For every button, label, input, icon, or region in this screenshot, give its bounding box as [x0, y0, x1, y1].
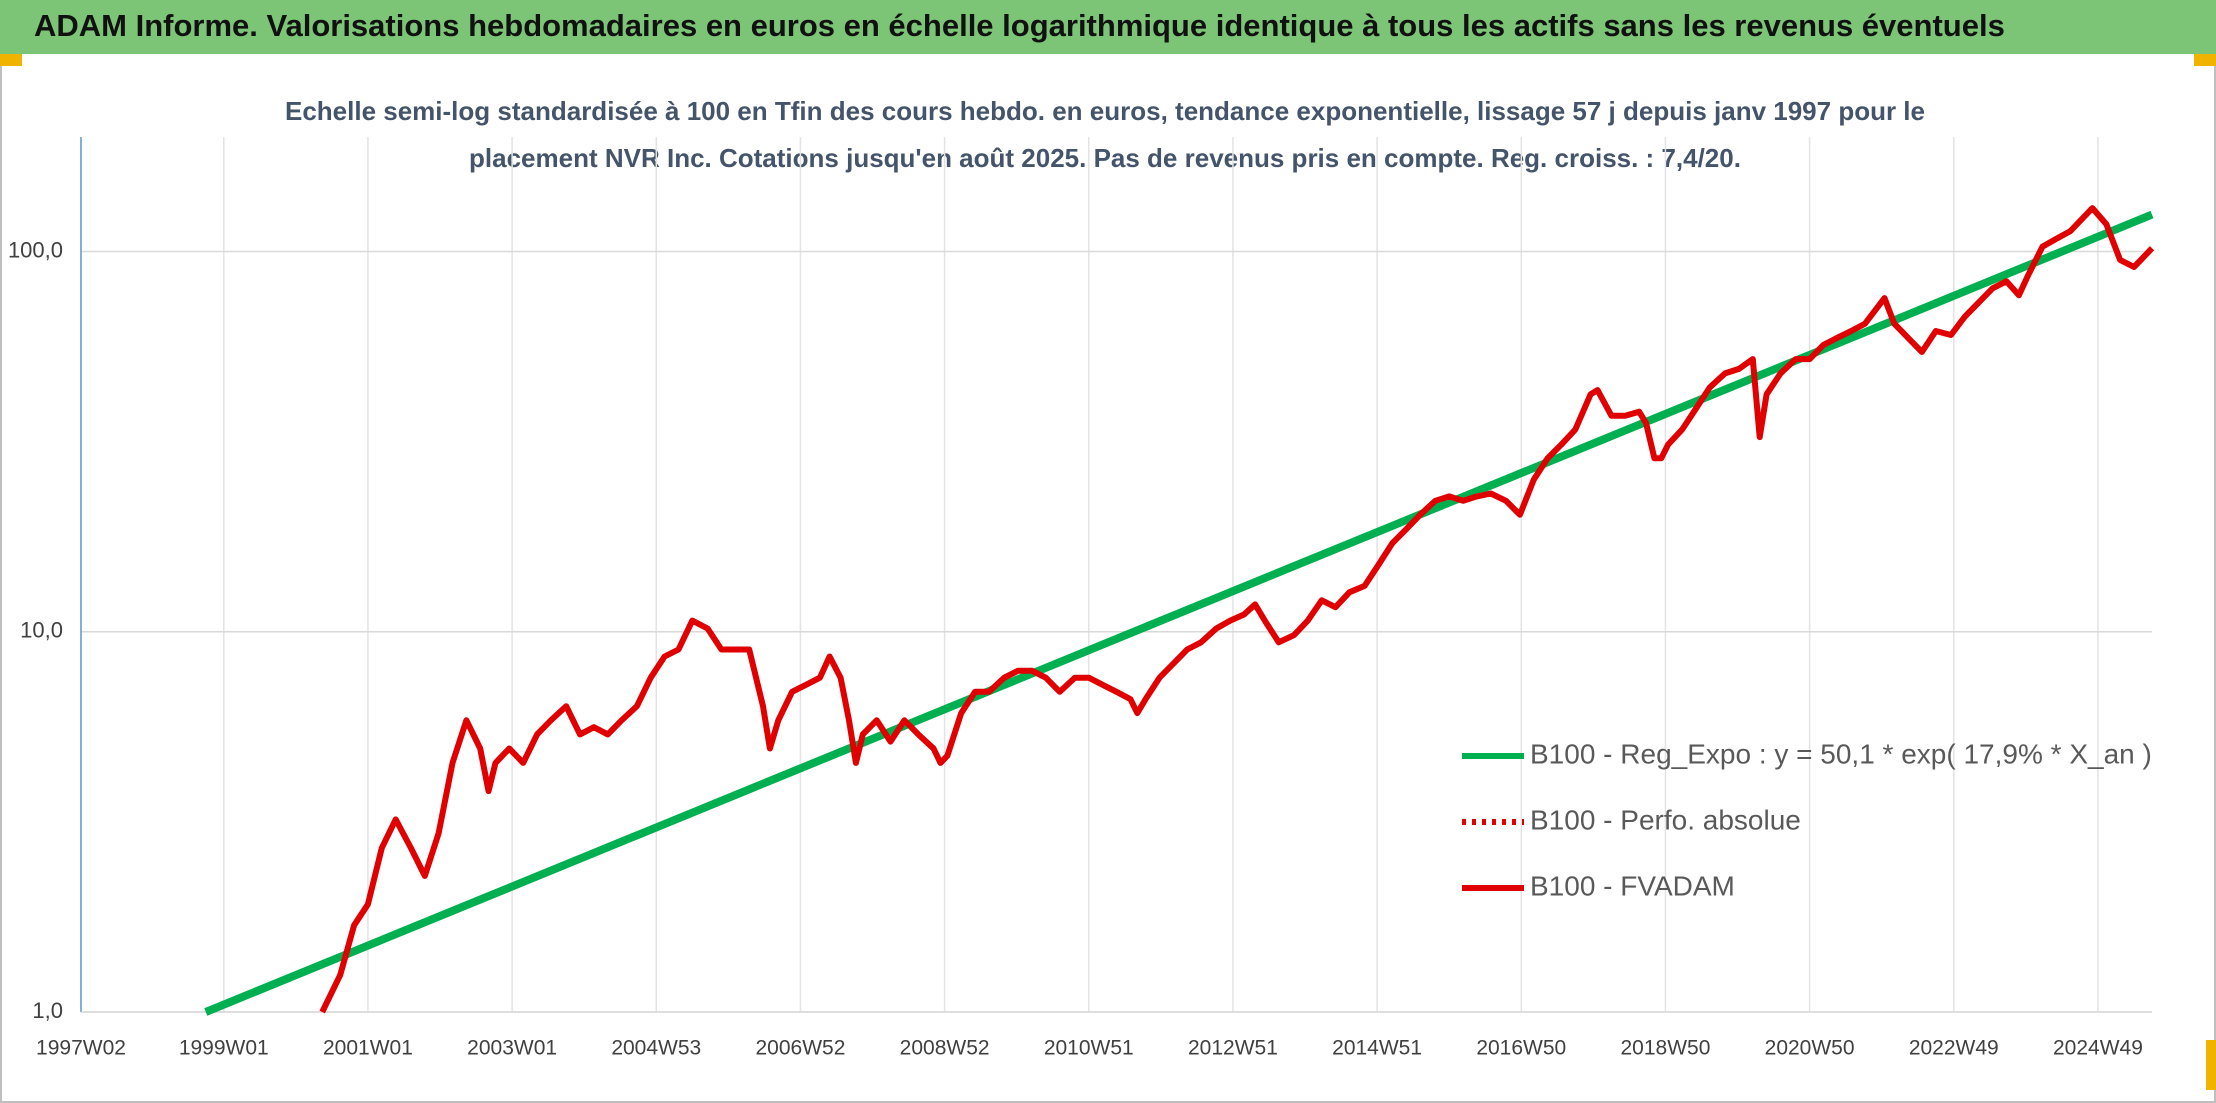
chart-subtitle: Echelle semi-log standardisée à 100 en T…	[285, 96, 1925, 126]
x-tick-label: 2001W01	[323, 1037, 413, 1060]
corner-mark	[2206, 1040, 2216, 1090]
x-tick-label: 2016W50	[1476, 1037, 1566, 1060]
x-tick-label: 2012W51	[1188, 1037, 1278, 1060]
x-tick-label: 2020W50	[1765, 1037, 1855, 1060]
x-tick-label: 2004W53	[611, 1037, 701, 1060]
chart-subtitle: placement NVR Inc. Cotations jusqu'en ao…	[469, 143, 1741, 173]
chart-title: ADAM Informe. Valorisations hebdomadaire…	[34, 8, 2005, 43]
series-line	[204, 210, 2154, 1016]
x-tick-label: 2003W01	[467, 1037, 557, 1060]
x-tick-label: 2018W50	[1620, 1037, 1710, 1060]
x-tick-label: 2014W51	[1332, 1037, 1422, 1060]
y-tick-label: 10,0	[20, 618, 63, 643]
x-tick-label: 2024W49	[2053, 1037, 2143, 1060]
x-tick-label: 2008W52	[900, 1037, 990, 1060]
corner-mark	[0, 54, 22, 66]
legend-label: B100 - Perfo. absolue	[1530, 804, 1801, 835]
x-tick-label: 1997W02	[36, 1037, 126, 1060]
corner-mark	[2194, 54, 2216, 66]
y-tick-label: 1,0	[32, 998, 63, 1023]
x-tick-label: 2006W52	[755, 1037, 845, 1060]
title-bar	[0, 0, 2216, 54]
legend-label: B100 - Reg_Expo : y = 50,1 * exp( 17,9% …	[1530, 738, 2152, 769]
x-tick-label: 2022W49	[1909, 1037, 1999, 1060]
y-tick-label: 100,0	[8, 237, 63, 262]
x-tick-label: 2010W51	[1044, 1037, 1134, 1060]
series-line	[319, 205, 2155, 1014]
x-tick-label: 1999W01	[179, 1037, 269, 1060]
legend-label: B100 - FVADAM	[1530, 870, 1735, 901]
